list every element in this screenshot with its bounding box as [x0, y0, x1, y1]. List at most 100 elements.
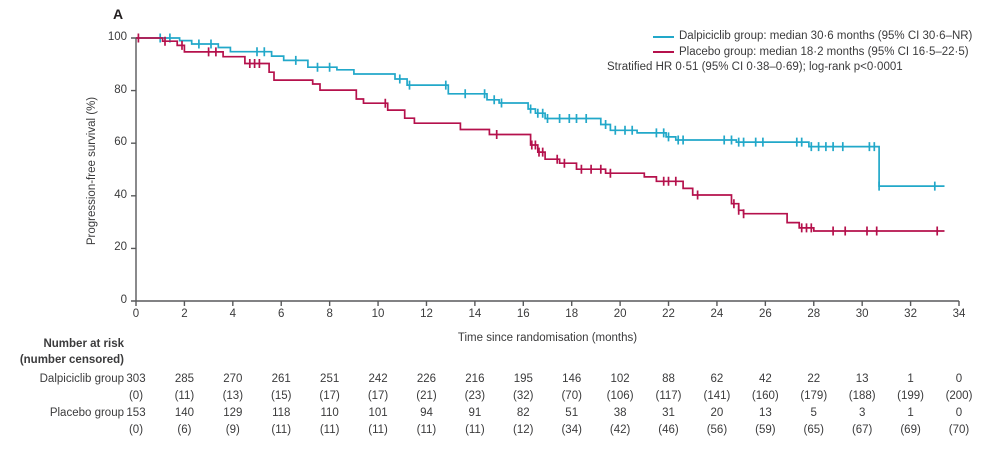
censored-value: (0)	[128, 390, 144, 402]
at-risk-value: 1	[907, 407, 914, 419]
y-tick-label: 0	[120, 294, 127, 306]
x-tick-label: 18	[565, 308, 579, 320]
legend-label-placebo: Placebo group: median 18·2 months (95% C…	[679, 45, 969, 58]
x-tick-label: 22	[662, 308, 675, 320]
at-risk-value: 62	[710, 373, 724, 385]
x-tick-label: 32	[904, 308, 917, 320]
risk-row-label-dalpiciclib: Dalpiciclib group	[39, 373, 124, 385]
censored-value: (70)	[948, 424, 970, 436]
censored-value: (65)	[803, 424, 824, 436]
censored-value: (13)	[222, 390, 244, 402]
at-risk-value: 216	[465, 373, 485, 385]
at-risk-value: 129	[223, 407, 243, 419]
censored-value: (46)	[658, 424, 679, 436]
y-tick-label: 80	[114, 83, 127, 96]
x-tick-label: 0	[132, 308, 140, 320]
at-risk-value: 82	[516, 407, 530, 419]
risk-table-header-line2: (number censored)	[19, 354, 124, 366]
x-tick-label: 30	[855, 308, 869, 320]
at-risk-value: 303	[126, 373, 146, 385]
censored-value: (160)	[751, 390, 779, 402]
censored-value: (17)	[319, 390, 340, 402]
x-tick-label: 24	[710, 308, 724, 320]
censored-value: (199)	[897, 390, 924, 402]
panel-label: A	[113, 6, 124, 22]
placebo-line-swatch-icon	[653, 51, 674, 54]
x-tick-label: 14	[468, 308, 482, 320]
at-risk-value: 270	[223, 373, 243, 385]
x-tick-label: 10	[371, 308, 385, 320]
censored-value: (23)	[464, 390, 486, 402]
at-risk-value: 140	[174, 407, 194, 419]
censored-value: (179)	[800, 390, 828, 402]
censored-value: (11)	[271, 424, 292, 436]
censored-value: (59)	[755, 424, 776, 436]
at-risk-value: 88	[662, 373, 675, 385]
x-tick-label: 8	[326, 308, 333, 320]
censored-value: (6)	[177, 424, 192, 436]
legend: Dalpiciclib group: median 30·6 months (9…	[607, 29, 972, 76]
hazard-ratio-annotation: Stratified HR 0·51 (95% CI 0·38–0·69); l…	[607, 61, 903, 73]
at-risk-value: 3	[858, 407, 866, 419]
at-risk-value: 91	[468, 407, 482, 419]
x-tick-label: 20	[613, 308, 627, 320]
censored-value: (9)	[225, 424, 240, 436]
dalpiciclib-line-swatch-icon	[653, 35, 674, 38]
risk-row-label-placebo: Placebo group	[49, 407, 124, 419]
censored-value: (67)	[851, 424, 873, 436]
x-tick-label: 12	[420, 308, 433, 320]
at-risk-value: 5	[810, 407, 817, 419]
at-risk-value: 110	[320, 407, 339, 419]
at-risk-value: 0	[955, 407, 963, 419]
censored-value: (11)	[319, 424, 340, 436]
censored-value: (188)	[848, 390, 876, 402]
at-risk-value: 42	[758, 373, 772, 385]
censored-value: (70)	[561, 390, 582, 402]
survival-curve-placebo	[136, 37, 945, 232]
censored-value: (200)	[945, 390, 973, 402]
at-risk-value: 22	[807, 373, 821, 385]
at-risk-value: 146	[562, 373, 582, 385]
at-risk-value: 31	[662, 407, 675, 419]
at-risk-value: 101	[368, 407, 388, 419]
y-axis-title: Progression-free survival (%)	[86, 96, 98, 246]
x-tick-label: 28	[807, 308, 821, 320]
at-risk-value: 38	[613, 407, 627, 419]
at-risk-value: 20	[710, 407, 724, 419]
at-risk-value: 153	[126, 407, 146, 419]
at-risk-value: 285	[174, 373, 194, 385]
censored-value: (11)	[416, 424, 437, 436]
at-risk-value: 13	[855, 373, 869, 385]
censored-value: (34)	[561, 424, 582, 436]
legend-entry-dalpiciclib: Dalpiciclib group: median 30·6 months (9…	[653, 29, 972, 45]
y-tick-label: 20	[114, 241, 127, 254]
y-tick-label: 60	[114, 136, 127, 149]
at-risk-value: 226	[416, 373, 437, 385]
at-risk-value: 13	[758, 407, 772, 419]
axes	[131, 37, 960, 306]
censored-value: (12)	[513, 424, 534, 436]
x-axis-title: Time since randomisation (months)	[457, 332, 638, 344]
censored-value: (11)	[368, 424, 388, 436]
y-tick-label: 40	[114, 188, 127, 201]
censored-value: (56)	[706, 424, 728, 436]
at-risk-value: 1	[907, 373, 914, 385]
at-risk-value: 261	[271, 373, 291, 385]
at-risk-value: 118	[272, 407, 291, 419]
y-tick-label: 100	[107, 31, 127, 43]
x-tick-label: 2	[181, 308, 188, 320]
x-tick-label: 26	[758, 308, 772, 320]
censored-value: (32)	[513, 390, 534, 402]
censored-value: (0)	[128, 424, 144, 436]
censored-value: (42)	[609, 424, 631, 436]
risk-table-header-line1: Number at risk	[43, 338, 124, 350]
censored-value: (17)	[367, 390, 389, 402]
censored-value: (141)	[703, 390, 731, 402]
legend-label-dalpiciclib: Dalpiciclib group: median 30·6 months (9…	[679, 30, 973, 42]
censored-value: (15)	[271, 390, 292, 402]
censored-value: (11)	[174, 390, 195, 402]
censored-value: (11)	[465, 424, 485, 436]
x-tick-label: 16	[516, 308, 530, 320]
